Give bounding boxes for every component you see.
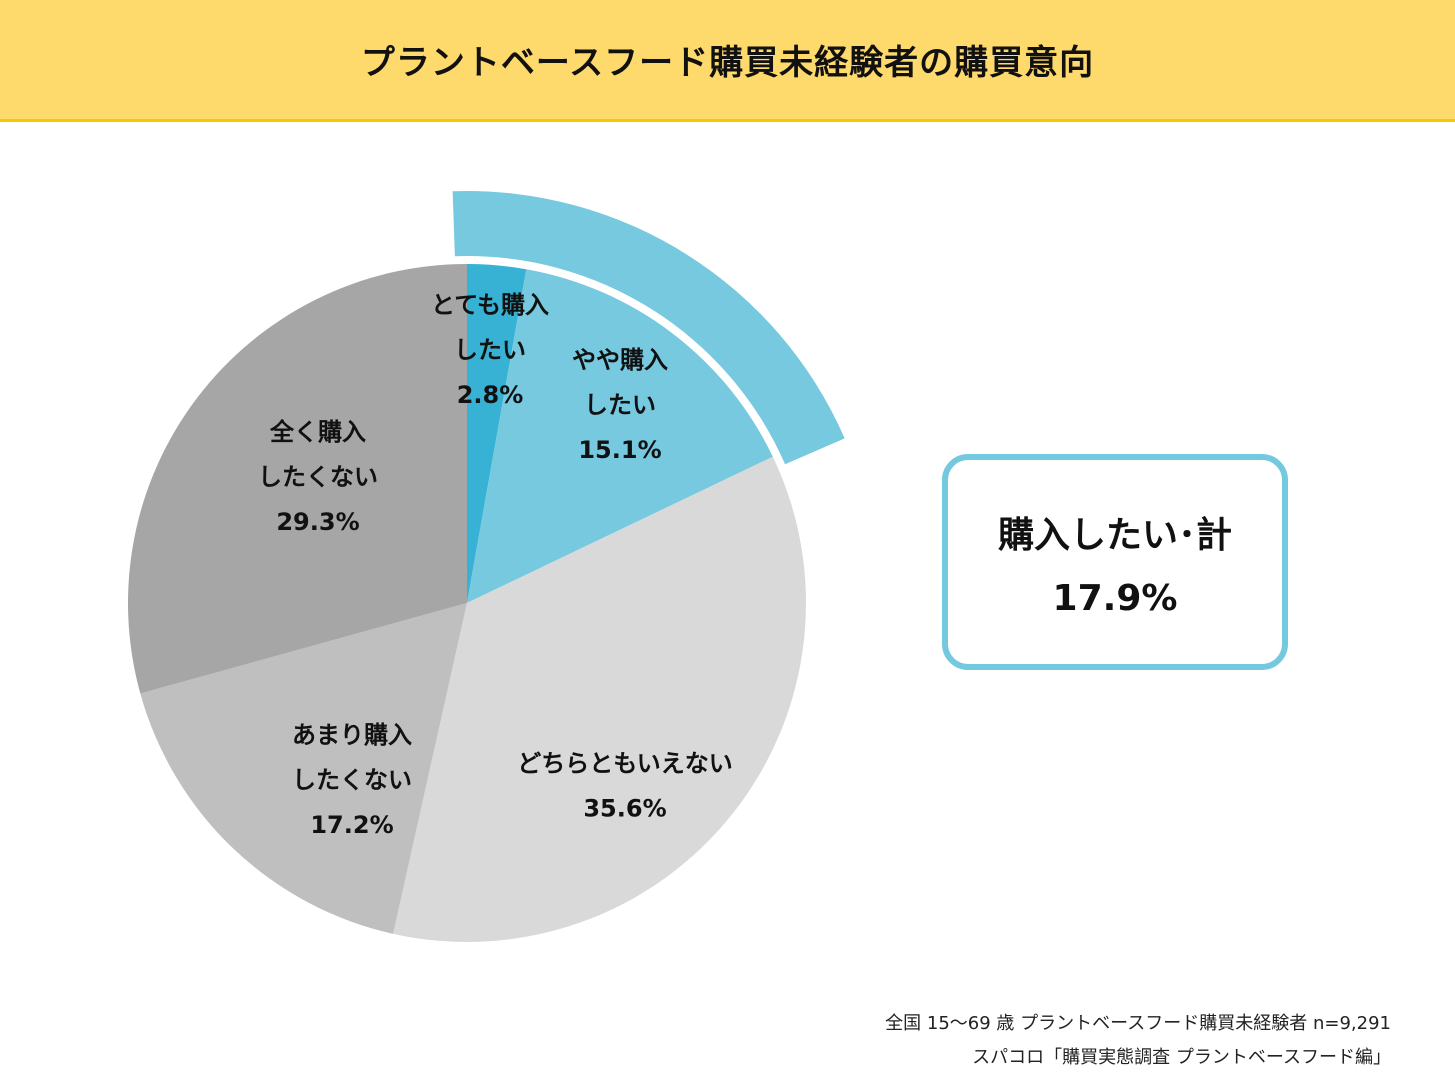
pie-slice-2 (467, 269, 773, 603)
slice-3-value-label: 35.6% (583, 795, 666, 823)
slice-1-label-line-2: したい (454, 336, 526, 364)
slice-2-label-line-1: やや購入 (572, 346, 668, 374)
slice-2-value-label: 15.1% (578, 436, 661, 464)
footnote-source: スパコロ「購買実態調査 プラントベースフード編」 (972, 1047, 1391, 1068)
slice-1-label-line-1: とても購入 (431, 291, 549, 319)
pie-slice-5 (127, 264, 467, 694)
slice-3-label-line-1: どちらともいえない (517, 750, 733, 778)
header-banner: プラントベースフード購買未経験者の購買意向 (0, 0, 1455, 122)
slice-5-label-line-1: 全く購入 (269, 418, 366, 446)
pie-slice-4 (140, 603, 467, 934)
slice-4-label-line-2: したくない (292, 766, 412, 794)
slice-5-label-line-2: したくない (258, 463, 378, 491)
slice-2-label-line-2: したい (584, 391, 656, 419)
pie-slice-3 (393, 456, 806, 942)
summary-box: 購入したい･計 17.9% (942, 454, 1288, 670)
slice-1-value-label: 2.8% (457, 381, 524, 409)
slice-4-label-line-1: あまり購入 (292, 721, 412, 749)
slice-4-value-label: 17.2% (310, 811, 393, 839)
pie-slice-1 (467, 264, 527, 603)
summary-value: 17.9% (1052, 577, 1178, 619)
chart-title: プラントベースフード購買未経験者の購買意向 (360, 43, 1095, 83)
footnote-sample: 全国 15～69 歳 プラントベースフード購買未経験者 n=9,291 (885, 1013, 1391, 1034)
summary-label: 購入したい･計 (997, 514, 1232, 556)
slice-5-value-label: 29.3% (276, 508, 359, 536)
highlight-arc (452, 191, 845, 465)
